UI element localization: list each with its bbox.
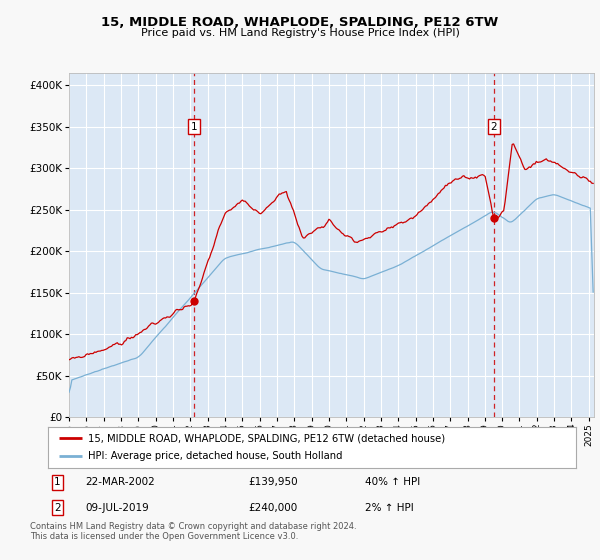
Text: £139,950: £139,950: [248, 477, 298, 487]
Text: £240,000: £240,000: [248, 502, 298, 512]
Text: 15, MIDDLE ROAD, WHAPLODE, SPALDING, PE12 6TW: 15, MIDDLE ROAD, WHAPLODE, SPALDING, PE1…: [101, 16, 499, 29]
Text: 40% ↑ HPI: 40% ↑ HPI: [365, 477, 420, 487]
Text: 2: 2: [491, 122, 497, 132]
Text: 1: 1: [191, 122, 197, 132]
Text: 09-JUL-2019: 09-JUL-2019: [85, 502, 149, 512]
Text: Contains HM Land Registry data © Crown copyright and database right 2024.
This d: Contains HM Land Registry data © Crown c…: [30, 522, 356, 542]
Text: 15, MIDDLE ROAD, WHAPLODE, SPALDING, PE12 6TW (detached house): 15, MIDDLE ROAD, WHAPLODE, SPALDING, PE1…: [88, 433, 445, 443]
Text: HPI: Average price, detached house, South Holland: HPI: Average price, detached house, Sout…: [88, 451, 342, 461]
Text: 2% ↑ HPI: 2% ↑ HPI: [365, 502, 413, 512]
Text: 2: 2: [54, 502, 61, 512]
Text: 1: 1: [54, 477, 61, 487]
Text: Price paid vs. HM Land Registry's House Price Index (HPI): Price paid vs. HM Land Registry's House …: [140, 28, 460, 38]
Text: 22-MAR-2002: 22-MAR-2002: [85, 477, 155, 487]
